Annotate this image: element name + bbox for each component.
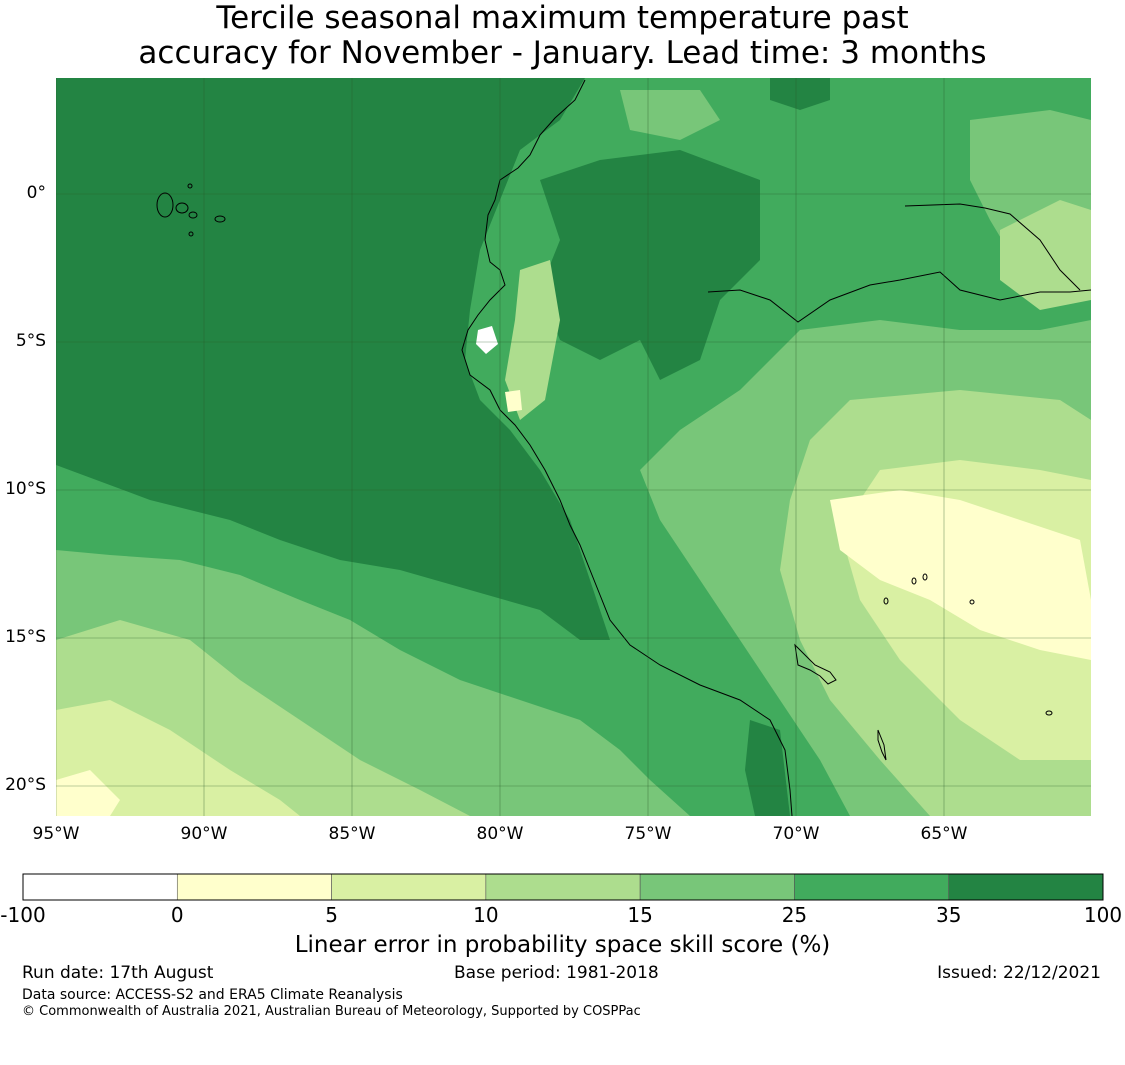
colorbar-segment [331,873,487,901]
river-border-line-north [904,203,1081,291]
colorbar-tick-label: 100 [1083,903,1123,927]
colorbar-tick-label: 0 [170,903,184,927]
longitude-label: 95°W [32,824,80,844]
longitude-label: 90°W [180,824,228,844]
longitude-label: 70°W [772,824,820,844]
data-source: Data source: ACCESS-S2 and ERA5 Climate … [22,987,403,1003]
skill-map [22,78,1104,901]
colorbar-segment [639,873,795,901]
river-border-line [707,271,1091,323]
colorbar-frame [22,873,1104,901]
colorbar-tick-label: 10 [473,903,499,927]
longitude-label: 75°W [624,824,672,844]
skill-region-35-100-inland [540,150,760,380]
colorbar-segment [176,873,332,901]
colorbar-tick-label: 25 [781,903,808,927]
colorbar-segment [485,873,641,901]
base-period: Base period: 1981-2018 [454,963,659,983]
skill-region-10-15-andes [505,260,560,420]
colorbar-tick-label: 5 [325,903,338,927]
latitude-label: 10°S [5,479,46,499]
skill-region-35-100-north [770,78,830,110]
small-lakes [883,573,1053,716]
skill-region-below-0-andes [476,326,498,354]
colorbar-tick-label: -100 [0,903,46,927]
skill-region-25-35-north [620,90,720,140]
longitude-label: 85°W [328,824,376,844]
skill-region-35-100-coast [745,720,790,816]
skill-region-35-100-ocean [56,78,610,640]
skill-region-10-15-ne [1000,200,1091,310]
colorbar [22,873,1104,901]
colorbar-segment [794,873,950,901]
skill-region-0-5-east [830,490,1091,660]
colorbar-tick-label: 15 [627,903,653,927]
run-date: Run date: 17th August [22,963,214,983]
colorbar-tick-label: 35 [935,903,962,927]
skill-region-5-10-south [56,700,300,816]
graticule [56,78,1091,816]
skill-region-0-5-andes [505,390,522,412]
map-title-line-2: accuracy for November - January. Lead ti… [138,35,987,71]
lake-titicaca [794,643,837,685]
latitude-label: 5°S [15,331,46,351]
latitude-label: 15°S [5,627,46,647]
lake-poopo [877,729,887,761]
colorbar-label: Linear error in probability space skill … [294,932,831,958]
longitude-label: 65°W [920,824,968,844]
map-title-line-1: Tercile seasonal maximum temperature pas… [216,0,909,36]
skill-region-0-5-sw [56,770,120,816]
latitude-label: 0° [26,183,46,203]
copyright: © Commonwealth of Australia 2021, Austra… [22,1004,641,1019]
latitude-label: 20°S [5,775,46,795]
issued-date: Issued: 22/12/2021 [937,963,1101,983]
longitude-label: 80°W [476,824,524,844]
colorbar-segment [948,873,1104,901]
galapagos-islands [156,183,226,237]
colorbar-segment [22,873,178,901]
